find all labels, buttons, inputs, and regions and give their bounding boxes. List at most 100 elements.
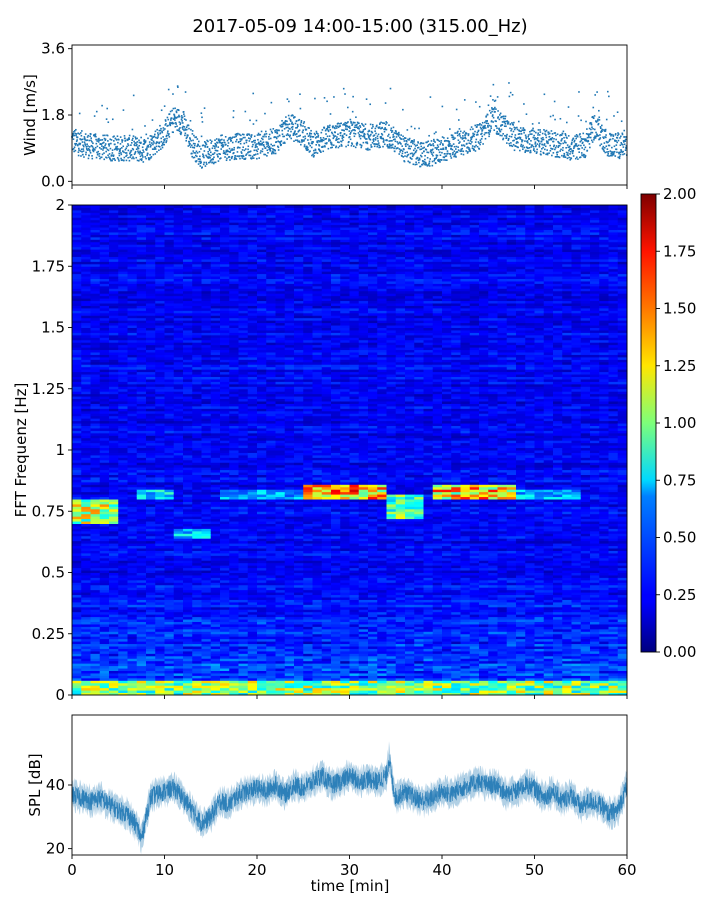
- spectrogram-cell: [118, 521, 128, 524]
- spectrogram-cell: [81, 227, 91, 230]
- wind-point: [456, 151, 459, 153]
- spectrogram-cell: [109, 347, 119, 351]
- wind-point: [360, 134, 362, 137]
- wind-point: [266, 149, 269, 152]
- wind-point: [356, 121, 359, 124]
- spectrogram-cell: [99, 538, 110, 542]
- wind-point: [572, 149, 575, 152]
- wind-point: [538, 144, 541, 147]
- wind-point: [493, 100, 496, 102]
- spectrogram-cell: [72, 278, 82, 282]
- wind-point: [398, 153, 401, 155]
- wind-point: [290, 130, 292, 133]
- wind-point: [326, 135, 329, 138]
- wind-point: [393, 150, 396, 153]
- spectrogram-cell: [90, 447, 101, 451]
- wind-point: [248, 134, 251, 136]
- wind-point: [95, 138, 97, 141]
- wind-point: [252, 143, 254, 146]
- wind-point: [432, 154, 434, 157]
- spectrogram-cell: [109, 332, 119, 336]
- wind-point: [171, 121, 174, 124]
- wind-point: [479, 123, 481, 125]
- wind-point: [169, 121, 171, 124]
- spectrogram-cell: [81, 518, 91, 522]
- spectrogram-cell: [109, 251, 119, 255]
- wind-point: [103, 152, 105, 154]
- spectrogram-cell: [90, 273, 101, 277]
- spectrogram-cell: [72, 650, 82, 654]
- wind-point: [149, 135, 152, 137]
- spectrogram-cell: [127, 665, 138, 669]
- wind-point: [315, 151, 317, 154]
- spectrogram-cell: [90, 401, 101, 404]
- spectrogram-cell: [90, 494, 101, 498]
- wind-point: [79, 142, 82, 145]
- spectrogram-cell: [127, 626, 138, 630]
- wind-point: [603, 150, 605, 153]
- spectrogram-cell: [90, 648, 101, 652]
- spectrogram-cell: [118, 592, 128, 596]
- wind-point: [156, 151, 158, 153]
- spectrogram-cell: [72, 398, 82, 402]
- wind-point: [242, 155, 245, 158]
- spectrogram-cell: [99, 430, 110, 434]
- wind-point: [357, 132, 360, 134]
- wind-point: [412, 163, 415, 166]
- spectrogram-cell: [72, 209, 82, 213]
- spectrogram-cell: [99, 653, 110, 657]
- wind-point: [594, 94, 596, 96]
- wind-point: [218, 138, 220, 141]
- spectrogram-cell: [90, 209, 101, 213]
- spectrogram-cell: [81, 339, 91, 343]
- wind-point: [119, 149, 121, 151]
- spectrogram-cell: [72, 432, 82, 436]
- wind-point: [590, 131, 592, 134]
- wind-point: [407, 160, 410, 163]
- wind-point: [347, 144, 350, 147]
- spectrogram-cell: [127, 628, 138, 632]
- wind-point: [175, 111, 178, 114]
- spectrogram-cell: [81, 423, 91, 426]
- wind-point: [262, 141, 265, 143]
- spectrogram-cell: [90, 452, 101, 456]
- wind-point: [246, 139, 248, 142]
- wind-point: [231, 155, 234, 158]
- spectrogram-cell: [90, 484, 101, 488]
- wind-point: [355, 116, 357, 119]
- spectrogram-cell: [90, 283, 101, 287]
- wind-point: [184, 128, 186, 130]
- spectrogram-cell: [109, 476, 119, 480]
- wind-point: [269, 137, 272, 140]
- wind-point: [222, 152, 225, 155]
- wind-point: [209, 156, 211, 159]
- wind-point: [312, 153, 314, 156]
- wind-point: [340, 143, 343, 146]
- spectrogram-cell: [72, 494, 82, 498]
- spectrogram-cell: [90, 479, 101, 483]
- wind-point: [411, 158, 413, 160]
- wind-point: [476, 124, 478, 126]
- spectrogram-cell: [72, 396, 82, 400]
- spectrogram-cell: [72, 663, 82, 667]
- wind-point: [281, 133, 284, 136]
- wind-point: [433, 138, 435, 141]
- spectrogram-cell: [72, 484, 82, 488]
- spectrogram-cell: [109, 356, 119, 360]
- wind-point: [413, 141, 415, 143]
- spectrogram-cell: [99, 327, 110, 331]
- wind-point: [97, 153, 99, 155]
- spectrogram-cell: [118, 295, 128, 299]
- wind-point: [613, 145, 616, 148]
- wind-point: [285, 134, 288, 137]
- wind-point: [112, 154, 115, 157]
- wind-point: [263, 133, 266, 136]
- wind-point: [494, 106, 496, 109]
- spectrogram-cell: [99, 285, 110, 289]
- spectrogram-cell: [118, 349, 128, 353]
- wind-point: [290, 137, 293, 140]
- spectrogram-cell: [81, 648, 91, 652]
- wind-point: [412, 149, 415, 152]
- spectrogram-cell: [81, 680, 91, 684]
- wind-point: [216, 153, 218, 156]
